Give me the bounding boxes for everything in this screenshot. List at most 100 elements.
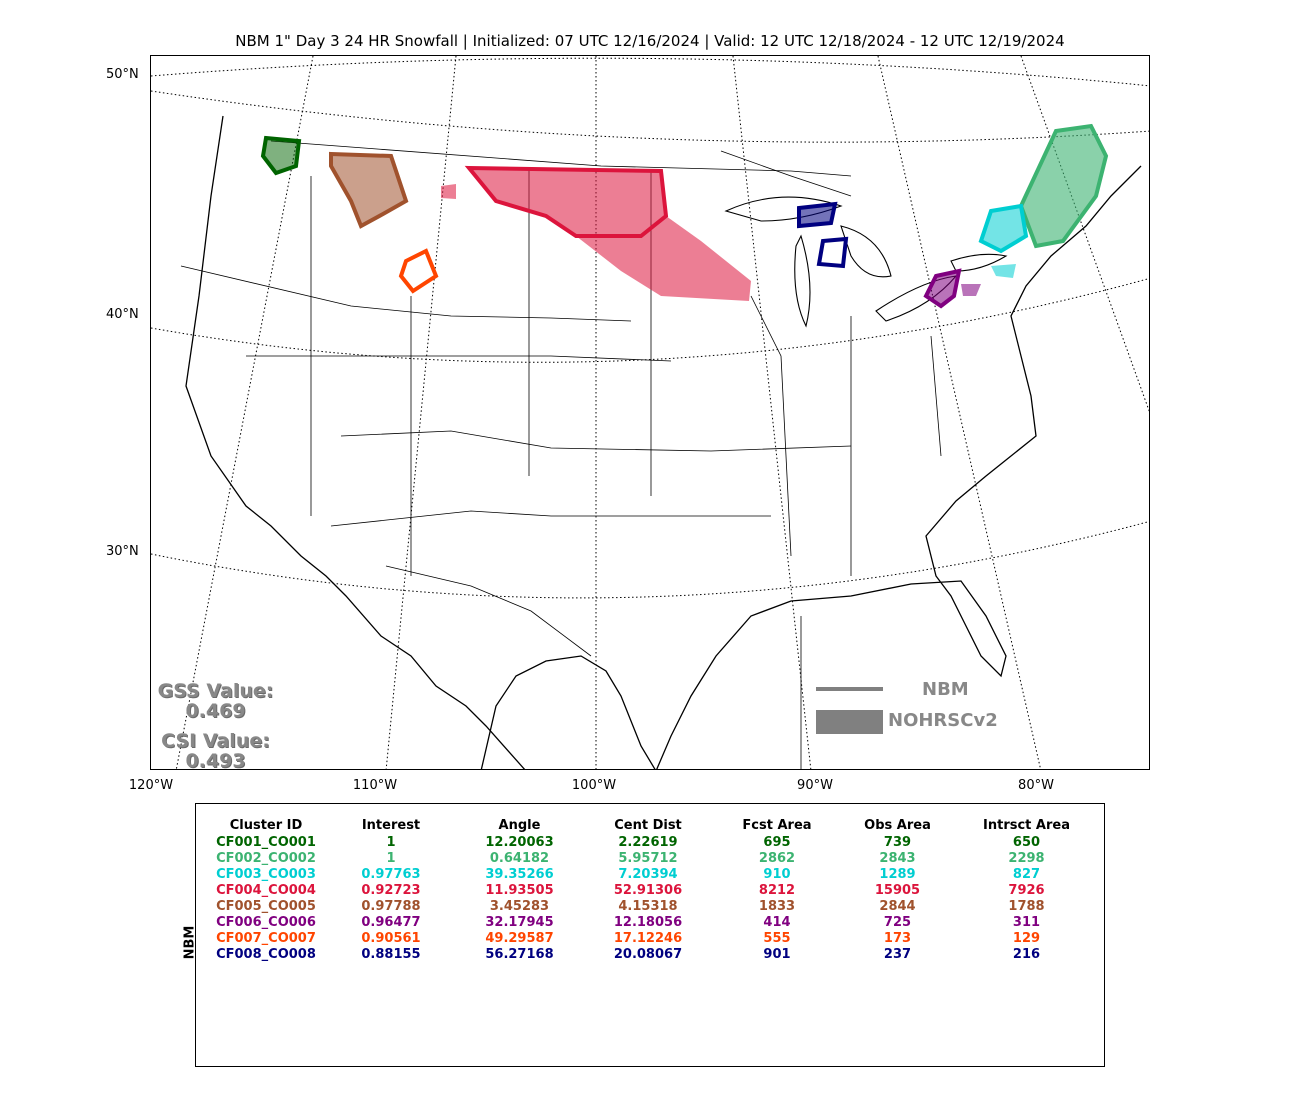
lon-label-110w: 110°W [352, 778, 398, 793]
table-cell: CF007_CO007 [216, 930, 316, 946]
table-cell: 32.17945 [485, 914, 554, 930]
lon-label-80w: 80°W [1018, 778, 1054, 793]
fcst-cf003 [978, 203, 1029, 254]
meridian-110w [385, 56, 457, 769]
obs-cf004-b [441, 184, 456, 199]
header-angle: Angle [498, 817, 541, 833]
table-cell: 39.35266 [485, 866, 554, 882]
border-col-7 [930, 335, 942, 457]
table-cell: 725 [883, 914, 912, 930]
obs-cf005 [331, 154, 406, 226]
header-fcst-area: Fcst Area [742, 817, 812, 833]
obs-cf002 [1021, 126, 1106, 246]
table-cell: CF005_CO005 [216, 898, 316, 914]
table-cell: CF003_CO003 [216, 866, 316, 882]
table-cell: 49.29587 [485, 930, 554, 946]
table-cell: 3.45283 [489, 898, 550, 914]
obs-cf001 [263, 138, 299, 173]
obs-areas [263, 126, 1106, 306]
border-col-5 [750, 295, 792, 557]
lake-superior [724, 196, 843, 222]
border-row-3 [246, 355, 672, 362]
table-cell: 650 [1012, 834, 1041, 850]
table-cell: 216 [1012, 946, 1041, 962]
model-label: NBM [182, 925, 198, 960]
mexico-border [385, 565, 592, 657]
table-cell: 739 [883, 834, 912, 850]
table-cell: 17.12246 [613, 930, 683, 946]
table-row: CF003_CO003 0.97763 39.35266 7.20394 910 1289… [206, 866, 1099, 882]
parallel-50n [151, 57, 1149, 87]
cluster-stats-table: Cluster ID Interest Angle Cent Dist Fcst… [206, 816, 1099, 962]
lat-label-50n: 50°N [106, 67, 139, 82]
border-row-1 [180, 265, 632, 322]
lake-michigan [794, 234, 811, 328]
table-cell: 11.93505 [485, 882, 554, 898]
csi-value: 0.493 [185, 750, 246, 770]
table-cell: 0.64182 [489, 850, 550, 866]
table-cell: 311 [1012, 914, 1041, 930]
table-cell: 0.88155 [361, 946, 421, 962]
header-obs-area: Obs Area [864, 817, 931, 833]
obs-cf003 [981, 206, 1026, 251]
graticule [151, 56, 1149, 769]
table-cell: 0.97788 [361, 898, 421, 914]
obs-cf008 [799, 204, 835, 226]
table-cell: CF001_CO001 [216, 834, 316, 850]
table-cell: 910 [763, 866, 791, 882]
border-row-4 [340, 430, 852, 452]
table-cell: 0.96477 [361, 914, 421, 930]
header-intrsct-area: Intrsct Area [983, 817, 1070, 833]
table-cell: 129 [1012, 930, 1041, 946]
table-row: CF008_CO008 0.88155 56.27168 20.08067 901 237… [206, 946, 1099, 962]
table-cell: 1289 [879, 866, 916, 882]
table-cell: 7926 [1008, 882, 1045, 898]
lon-label-100w: 100°W [571, 778, 617, 793]
table-row: CF001_CO001 1 12.20063 2.22619 695 739 650 [206, 834, 1099, 850]
table-row: CF004_CO004 0.92723 11.93505 52.91306 8212 15… [206, 882, 1099, 898]
table-cell: 555 [763, 930, 791, 946]
table-cell: 0.90561 [361, 930, 421, 946]
meridian-85w [877, 56, 1042, 769]
table-cell: 414 [763, 914, 791, 930]
obs-cf006-b [961, 284, 981, 296]
map-canvas [151, 56, 1149, 769]
table-cell: 2844 [879, 898, 916, 914]
table-cell: 56.27168 [485, 946, 554, 962]
fcst-cf001 [260, 135, 302, 176]
lon-label-120w: 120°W [128, 778, 174, 793]
fcst-cf007 [398, 248, 439, 294]
table-cell: 1 [386, 834, 396, 850]
table-cell: 2862 [758, 850, 796, 866]
chart-title: NBM 1" Day 3 24 HR Snowfall | Initialize… [235, 32, 1065, 50]
table-cell: CF006_CO006 [216, 914, 316, 930]
state-borders [180, 140, 942, 769]
table-cell: 827 [1012, 866, 1041, 882]
table-body: CF001_CO001 1 12.20063 2.22619 695 739 650 CF00… [206, 834, 1099, 962]
legend-fill-swatch [816, 710, 883, 734]
table-cell: 20.08067 [613, 946, 683, 962]
us-canada-border [270, 140, 852, 177]
fcst-cf005 [329, 151, 409, 229]
table-cell: 1833 [758, 898, 796, 914]
table-cell: 52.91306 [613, 882, 683, 898]
upper-midwest-border [720, 150, 852, 197]
table-cell: 12.20063 [485, 834, 554, 850]
lat-label-30n: 30°N [106, 544, 139, 559]
coastline [185, 115, 1142, 769]
fcst-cf006 [923, 268, 962, 309]
gss-label: GSS Value: [157, 680, 274, 702]
table-cell: 2.22619 [618, 834, 678, 850]
lon-label-90w: 90°W [797, 778, 833, 793]
header-cent-dist: Cent Dist [614, 817, 682, 833]
table-cell: 1788 [1008, 898, 1045, 914]
table-cell: 2298 [1008, 850, 1045, 866]
fcst-contours [260, 123, 1109, 309]
table-cell: 7.20394 [618, 866, 678, 882]
fcst-cf004 [464, 165, 669, 238]
table-cell: 15905 [874, 882, 921, 898]
table-cell: 173 [883, 930, 912, 946]
table-cell: 1 [386, 850, 396, 866]
table-cell: 0.97763 [361, 866, 421, 882]
parallel-30n [151, 521, 1149, 599]
